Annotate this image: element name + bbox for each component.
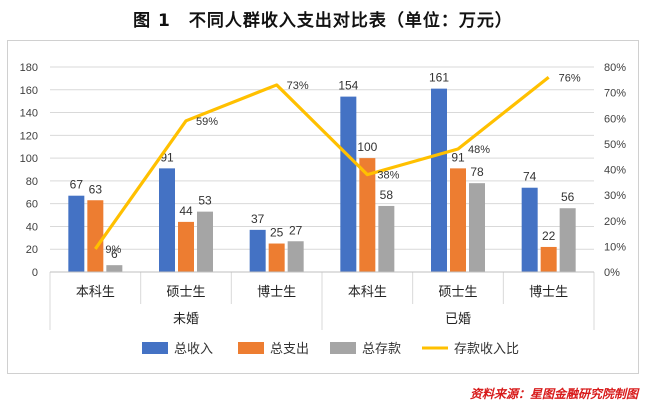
bar-value-label: 161 [429, 71, 449, 85]
bar-value-label: 27 [289, 223, 303, 237]
bar-value-label: 58 [380, 188, 394, 202]
savings-bar [106, 265, 123, 272]
income-bar [159, 168, 175, 272]
expense-bar [450, 168, 466, 272]
y-left-tick-label: 180 [20, 62, 38, 74]
expense-bar [268, 243, 285, 272]
x-category-label: 硕士生 [438, 284, 477, 299]
ratio-value-label: 59% [196, 116, 218, 128]
y-right-tick-label: 0% [604, 267, 620, 279]
x-group-label: 已婚 [445, 311, 471, 326]
ratio-value-label: 76% [559, 72, 581, 84]
bar-value-label: 44 [179, 204, 193, 218]
x-category-label: 本科生 [76, 284, 115, 299]
y-left-tick-label: 80 [26, 176, 38, 188]
y-right-tick-label: 30% [604, 190, 626, 202]
y-right-tick-label: 60% [604, 113, 626, 125]
savings-bar [559, 208, 576, 272]
x-category-label: 博士生 [257, 284, 296, 299]
bar-value-label: 22 [542, 229, 556, 243]
bar-value-label: 37 [251, 212, 265, 226]
income-bar [431, 88, 447, 272]
bar-value-label: 63 [89, 182, 103, 196]
y-left-tick-label: 0 [32, 267, 38, 279]
x-group-label: 未婚 [173, 311, 199, 326]
ratio-line [94, 75, 550, 250]
income-bar [521, 187, 538, 272]
y-left-tick-label: 60 [26, 199, 38, 211]
ratio-value-label: 73% [287, 80, 309, 92]
y-left-tick-label: 40 [26, 221, 38, 233]
x-category-label: 本科生 [348, 284, 387, 299]
savings-bar [197, 211, 213, 272]
legend-swatch [142, 342, 168, 354]
bar-value-label: 100 [357, 140, 377, 154]
bar-value-label: 53 [198, 194, 212, 208]
savings-bar [378, 205, 395, 272]
bar-value-label: 154 [338, 79, 358, 93]
legend-swatch [238, 342, 264, 354]
bar-value-label: 56 [561, 190, 575, 204]
y-right-tick-label: 50% [604, 139, 626, 151]
ratio-value-label: 9% [105, 244, 121, 256]
y-right-tick-label: 40% [604, 165, 626, 177]
legend-label: 总存款 [362, 341, 401, 356]
expense-bar [359, 158, 376, 272]
income-bar [340, 96, 357, 272]
bar-value-label: 67 [70, 178, 84, 192]
savings-bar [469, 183, 485, 272]
x-category-label: 博士生 [529, 284, 568, 299]
bar-value-label: 78 [470, 165, 484, 179]
savings-bar [287, 241, 304, 272]
expense-bar [540, 246, 557, 272]
y-right-tick-label: 10% [604, 241, 626, 253]
legend-label: 总收入 [174, 341, 213, 356]
expense-bar [87, 200, 104, 272]
expense-bar [178, 221, 194, 272]
y-left-tick-label: 160 [20, 85, 38, 97]
legend-swatch [330, 342, 356, 354]
bar-value-label: 91 [451, 150, 465, 164]
income-bar [68, 195, 85, 272]
bar-value-label: 74 [523, 170, 537, 184]
source-note: 资料来源：星图金融研究院制图 [469, 387, 638, 401]
y-left-tick-label: 140 [20, 108, 38, 120]
y-right-tick-label: 20% [604, 216, 626, 228]
y-right-tick-label: 70% [604, 88, 626, 100]
income-bar [249, 229, 266, 272]
y-left-tick-label: 20 [26, 244, 38, 256]
bar-value-label: 25 [270, 226, 284, 240]
chart-title: 图 1 不同人群收入支出对比表（单位：万元） [133, 11, 513, 31]
bar-value-label: 6 [111, 247, 118, 261]
y-right-tick-label: 80% [604, 62, 626, 74]
y-left-tick-label: 120 [20, 130, 38, 142]
ratio-value-label: 48% [468, 144, 490, 156]
y-left-tick-label: 100 [20, 153, 38, 165]
ratio-value-label: 38% [377, 170, 399, 182]
legend-label: 存款收入比 [454, 341, 519, 356]
legend-label: 总支出 [270, 341, 309, 356]
x-category-label: 硕士生 [166, 284, 205, 299]
